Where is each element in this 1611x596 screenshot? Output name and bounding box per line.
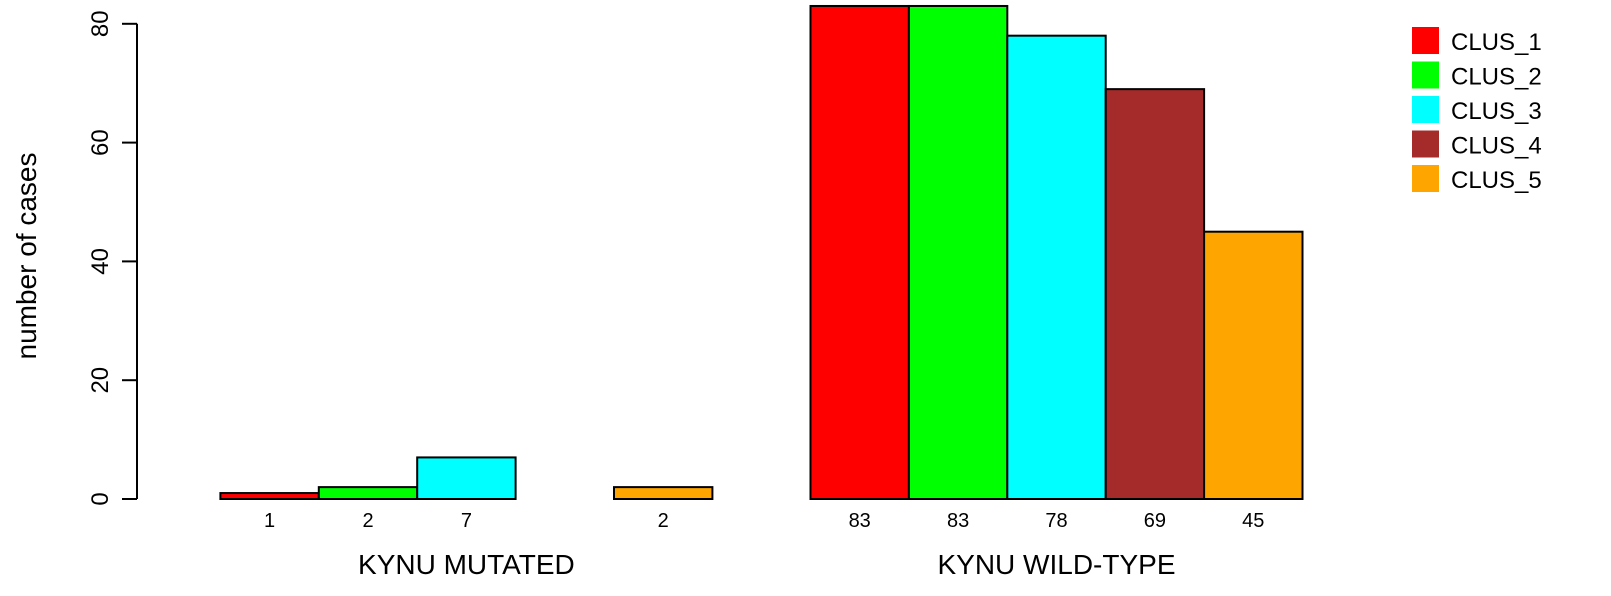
y-tick-label: 20 [87,367,114,394]
y-axis-title: number of cases [11,153,42,360]
group-labels: KYNU MUTATED KYNU WILD-TYPE [358,549,1175,580]
bar-value-label: 2 [362,510,373,532]
bar [1006,34,1107,501]
bar [317,486,419,500]
bar [416,456,517,501]
legend-label: CLUS_1 [1451,29,1542,56]
bar [907,4,1009,500]
legend-label: CLUS_2 [1451,64,1542,91]
y-tick-label: 40 [87,248,114,275]
legend-swatch [1412,27,1439,54]
y-axis: 0 20 40 60 80 [87,10,138,506]
bar-value-label: 1 [264,510,275,532]
bars [219,4,1304,501]
legend-label: CLUS_4 [1451,133,1542,160]
bar [809,4,910,500]
legend-label: CLUS_3 [1451,98,1542,125]
legend-label: CLUS_5 [1451,167,1542,194]
bar [613,486,714,500]
y-tick-label: 80 [87,10,114,37]
legend: CLUS_1 CLUS_2 CLUS_3 CLUS_4 CLUS_5 [1412,27,1542,194]
bar-value-label: 83 [849,510,871,532]
legend-swatch [1412,96,1439,123]
y-tick-label: 60 [87,129,114,156]
bar-value-labels: 1 2 7 2 83 83 78 69 45 [264,510,1264,532]
bar [1104,88,1206,500]
bar [1203,230,1304,500]
y-tick-label: 0 [87,492,114,505]
bar-value-label: 45 [1242,510,1264,532]
legend-swatch [1412,130,1439,158]
group-label: KYNU MUTATED [358,549,575,580]
bar-value-label: 83 [947,510,969,532]
legend-swatch [1412,165,1439,192]
bar-value-label: 7 [461,510,472,532]
bar-value-label: 69 [1144,510,1166,532]
bar [219,492,320,500]
group-label: KYNU WILD-TYPE [937,549,1175,580]
legend-swatch [1412,61,1439,89]
bar-value-label: 78 [1045,510,1067,532]
bar-value-label: 2 [658,510,669,532]
